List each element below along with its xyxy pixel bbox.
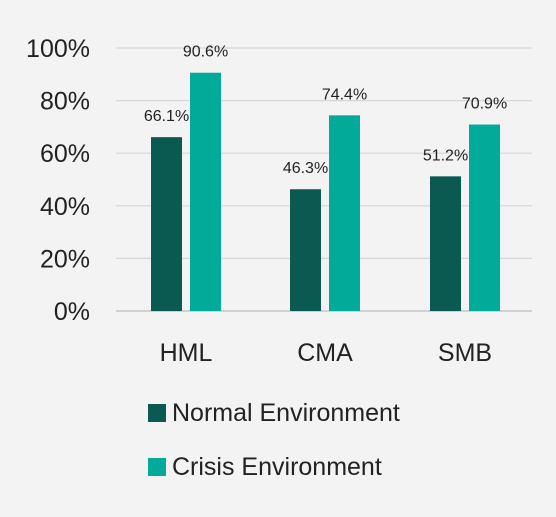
bar-cma-crisis (329, 115, 360, 311)
data-labels: 66.1% 90.6% 46.3% 74.4% 51.2% 70.9% (144, 44, 507, 178)
x-axis-categories: HML CMA SMB (160, 339, 492, 367)
bar-smb-normal (430, 176, 461, 311)
legend: Normal Environment Crisis Environment (148, 396, 400, 504)
legend-swatch-crisis (148, 458, 166, 476)
y-tick-label: 100% (26, 35, 90, 63)
legend-label-crisis: Crisis Environment (172, 452, 382, 481)
bars (151, 72, 500, 312)
bar-cma-normal (290, 189, 321, 311)
data-label-smb-normal: 51.2% (423, 147, 468, 164)
data-label-hml-crisis: 90.6% (183, 44, 228, 61)
y-tick-label: 20% (40, 245, 90, 273)
bar-smb-crisis (469, 124, 500, 312)
bar-hml-normal (151, 137, 182, 311)
category-label-cma: CMA (297, 339, 353, 367)
legend-swatch-normal (148, 404, 166, 422)
y-tick-label: 40% (40, 193, 90, 221)
legend-item-normal: Normal Environment (148, 396, 400, 430)
y-tick-label: 80% (40, 88, 90, 116)
data-label-hml-normal: 66.1% (144, 108, 189, 125)
gridlines (116, 47, 532, 312)
legend-label-normal: Normal Environment (172, 398, 400, 427)
category-label-smb: SMB (438, 339, 492, 367)
y-axis-ticks: 0% 20% 40% 60% 80% 100% (26, 35, 90, 326)
data-label-cma-normal: 46.3% (283, 160, 328, 177)
bar-hml-crisis (190, 72, 221, 311)
legend-item-crisis: Crisis Environment (148, 450, 400, 484)
category-label-hml: HML (160, 339, 213, 367)
y-tick-label: 0% (54, 298, 90, 326)
data-label-cma-crisis: 74.4% (322, 86, 367, 103)
data-label-smb-crisis: 70.9% (462, 96, 507, 113)
y-tick-label: 60% (40, 140, 90, 168)
